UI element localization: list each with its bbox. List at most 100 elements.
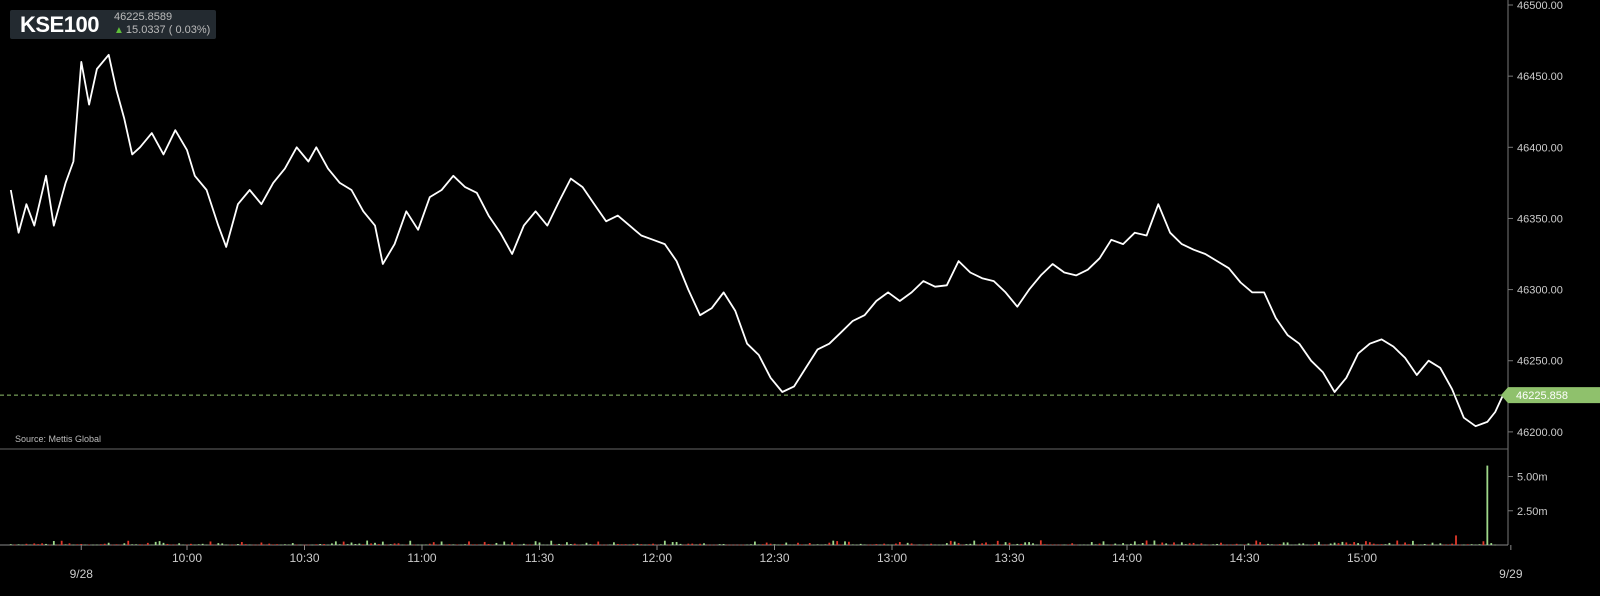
volume-bar [456,544,459,546]
volume-bar [76,544,79,545]
volume-bar [640,544,643,545]
volume-bar [1412,540,1414,545]
volume-bar [229,544,231,546]
volume-bar [1024,542,1027,545]
volume-bar [867,544,870,546]
volume-bar [679,543,682,545]
volume-bar [1255,540,1258,545]
last-price-label: 46225.858 [1516,390,1568,402]
volume-bar [546,544,549,546]
volume-bar [1004,542,1007,545]
volume-bar [311,544,314,546]
volume-bar [1251,544,1254,546]
price-tick-label: 46450.00 [1517,71,1563,83]
volume-bar [757,544,760,546]
volume-bar [550,540,553,545]
volume-bar [1451,543,1453,545]
volume-bar [1106,544,1109,546]
volume-bar [542,544,545,546]
volume-bar [922,544,925,546]
price-tick-label: 46300.00 [1517,285,1563,297]
volume-bar [225,544,228,546]
time-tick-label: 15:00 [1347,551,1377,565]
volume-bar [891,544,893,546]
price-series [0,53,1508,428]
volume-bar [178,543,181,545]
volume-bar [1318,541,1320,545]
volume-bar [707,544,709,546]
volume-bar [746,544,748,546]
volume-bar [1118,544,1121,546]
volume-bar [1294,544,1297,546]
volume-bar [1220,542,1222,545]
volume-bar [378,544,380,545]
volume-bar [1110,544,1113,546]
volume-bar [671,542,674,545]
volume-bar [844,541,846,545]
volume-bar [1075,544,1077,546]
volume-bar [934,544,936,546]
volume-bar [107,542,110,545]
volume-bar [1302,543,1305,545]
volume-bar [1059,544,1062,546]
volume-bar [1384,544,1387,545]
volume-bar [52,540,55,545]
volume-bar [1102,541,1105,545]
volume-bar [973,540,976,545]
volume-bar [1325,544,1328,546]
volume-bar [421,544,423,546]
volume-bar [992,544,995,546]
volume-bar [21,544,24,546]
volume-bar [1349,543,1352,545]
volume-bar [750,544,752,545]
volume-bar [793,544,795,546]
volume-bar [942,544,944,546]
volume-bar [162,542,165,545]
volume-bar [1090,542,1093,545]
volume-bar [1071,543,1074,545]
volume-bar [777,544,780,546]
volume-bar [92,544,94,546]
volume-bar [1259,542,1262,545]
volume-bar [902,544,905,546]
price-tick-label: 46250.00 [1517,356,1563,368]
volume-bar [926,544,929,546]
volume-bar [957,543,960,545]
volume-bar [1051,544,1054,546]
source-note: Source: Mettis Global [15,434,102,444]
volume-bar [405,544,408,546]
volume-bar [452,544,455,545]
volume-bar [1415,544,1418,546]
volume-bar [1161,542,1164,545]
time-tick-label: 11:30 [525,551,554,565]
volume-bar [836,541,839,545]
last-price-tag [1501,387,1600,404]
volume-bar [1357,543,1359,545]
time-tick-label: 9/29 [1499,567,1523,581]
volume-bar [432,542,435,545]
volume-bar [154,541,157,545]
volume-bar [244,544,247,545]
volume-bar [499,544,502,546]
volume-bar [280,544,282,546]
volume-bar [1216,543,1218,545]
volume-bar [1368,542,1371,545]
change-value: 15.0337 ( 0.03%) [125,24,211,36]
volume-bar [609,544,611,546]
volume-bar [123,543,126,545]
up-arrow-icon: ▲ [114,25,124,36]
volume-bar [1274,544,1277,546]
volume-bar [538,542,541,545]
volume-bar [33,543,36,545]
volume-bar [1239,544,1242,546]
volume-bar [1083,544,1085,546]
volume-bar [530,544,533,546]
price-change: ▲ 15.0337 ( 0.03%) [114,24,210,36]
volume-bar [816,544,819,545]
volume-bar [949,540,952,545]
volume-bar [315,544,318,545]
time-tick-label: 11:00 [407,551,436,565]
volume-bar [135,544,137,545]
volume-bar [186,544,188,546]
volume-bar [1043,544,1046,545]
